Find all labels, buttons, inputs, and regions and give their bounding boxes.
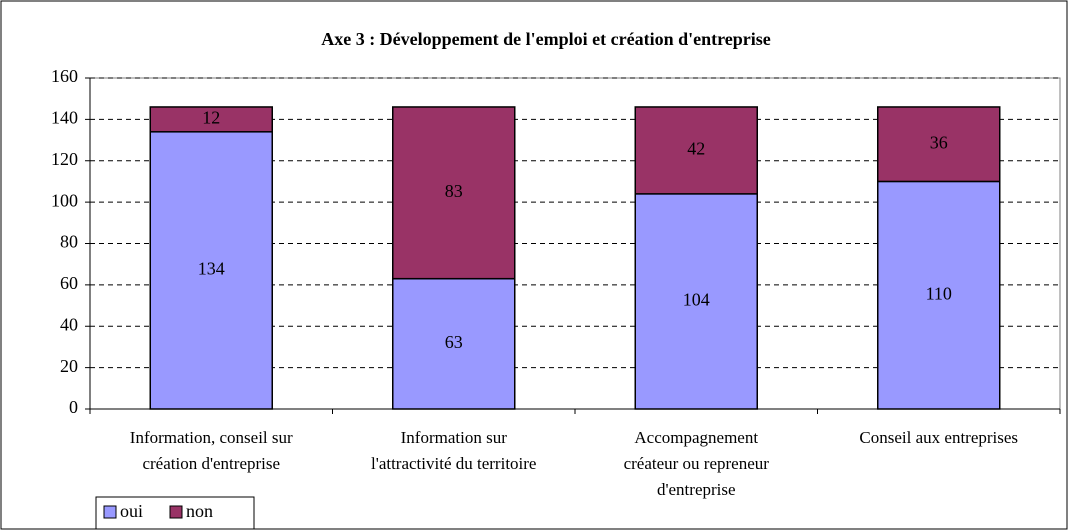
x-tick-label: Accompagnement créateur ou repreneur d'e… — [623, 428, 769, 499]
legend-label: non — [186, 501, 213, 521]
bar-segment — [149, 131, 273, 410]
data-label: 12 — [202, 108, 220, 128]
data-label: 83 — [445, 181, 463, 201]
data-label: 36 — [930, 132, 948, 152]
data-label: 42 — [687, 139, 705, 159]
y-tick-label: 160 — [51, 66, 78, 86]
y-tick-label: 0 — [69, 397, 78, 417]
y-tick-label: 120 — [51, 149, 78, 169]
y-tick-label: 40 — [60, 314, 78, 334]
y-tick-label: 100 — [51, 190, 78, 210]
bar-segment — [392, 106, 516, 280]
bar-segment — [877, 106, 1001, 183]
bar-segment — [634, 193, 758, 410]
data-label: 110 — [926, 283, 952, 303]
data-label: 63 — [445, 332, 463, 352]
y-tick-label: 140 — [51, 108, 78, 128]
bar-segment — [392, 277, 516, 410]
legend-swatch — [103, 505, 117, 519]
legend-label: oui — [120, 501, 143, 521]
bar-segment — [634, 106, 758, 195]
y-tick-label: 60 — [60, 273, 78, 293]
chart-title: Axe 3 : Développement de l'emploi et cré… — [321, 29, 771, 49]
data-label: 134 — [198, 259, 225, 279]
x-tick-label: Conseil aux entreprises — [859, 428, 1019, 447]
y-tick-label: 80 — [60, 232, 78, 252]
data-label: 104 — [683, 290, 710, 310]
x-tick-label: Information, conseil sur création d'entr… — [129, 428, 293, 473]
y-tick-label: 20 — [60, 356, 78, 376]
x-tick-label: Information sur l'attractivité du territ… — [371, 428, 537, 473]
legend-swatch — [169, 505, 183, 519]
bar-segment — [149, 106, 273, 133]
